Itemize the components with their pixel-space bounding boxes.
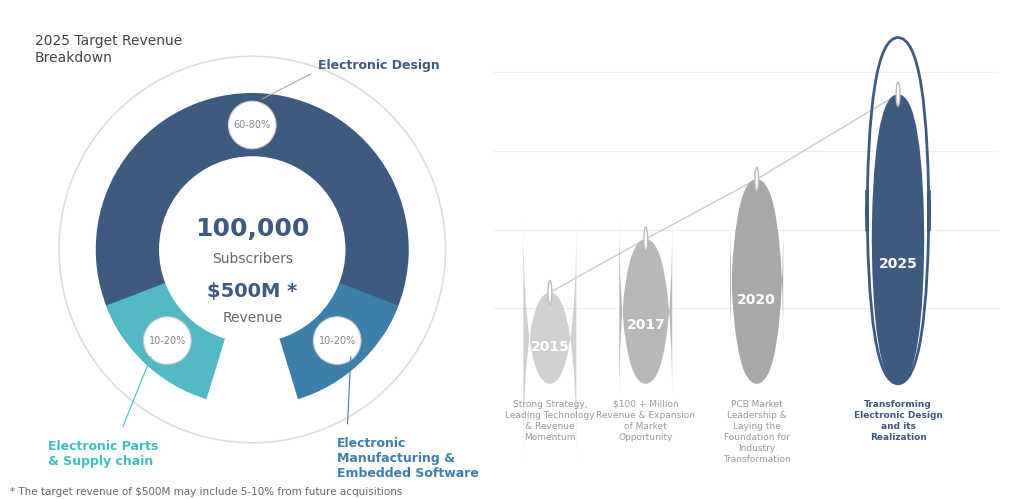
Text: 2017: 2017 [627,318,665,332]
Text: 2020: 2020 [738,293,776,307]
Circle shape [314,317,361,364]
Text: 2025 Target Revenue
Breakdown: 2025 Target Revenue Breakdown [34,34,182,65]
Circle shape [143,317,191,364]
Text: 100,000: 100,000 [195,217,310,241]
Text: 60-80%: 60-80% [234,120,270,130]
Text: 2015: 2015 [531,340,569,354]
FancyBboxPatch shape [524,219,576,458]
Circle shape [644,227,648,251]
Text: $100 + Million
Revenue & Expansion
of Market
Opportunity: $100 + Million Revenue & Expansion of Ma… [596,400,695,442]
FancyBboxPatch shape [872,94,924,384]
Circle shape [896,82,900,106]
Circle shape [548,280,552,304]
Circle shape [228,101,276,149]
Text: 10-20%: 10-20% [148,335,186,346]
Text: 10-20%: 10-20% [319,335,356,346]
Text: Electronic
Manufacturing &
Embedded Software: Electronic Manufacturing & Embedded Soft… [337,437,478,481]
Text: Subscribers: Subscribers [212,252,293,266]
FancyBboxPatch shape [620,219,672,404]
Text: Strong Strategy,
Leading Technology
& Revenue
Momentum: Strong Strategy, Leading Technology & Re… [506,400,594,442]
Text: Revenue: Revenue [222,310,283,324]
Text: Electronic Design: Electronic Design [318,59,439,72]
Text: Transforming
Electronic Design
and its
Realization: Transforming Electronic Design and its R… [854,400,942,442]
Text: 2025: 2025 [879,257,917,271]
FancyBboxPatch shape [731,179,783,384]
Circle shape [159,157,345,342]
Wedge shape [96,93,409,337]
Circle shape [755,167,759,191]
Text: PCB Market
Leadership &
Laying the
Foundation for
Industry
Transformation: PCB Market Leadership & Laying the Found… [722,400,791,464]
Wedge shape [279,282,399,399]
Text: $500M *: $500M * [207,282,298,301]
Text: * The target revenue of $500M may include 5-10% from future acquisitions: * The target revenue of $500M may includ… [10,487,403,497]
Wedge shape [106,282,225,399]
Text: Electronic Parts
& Supply chain: Electronic Parts & Supply chain [48,440,158,468]
